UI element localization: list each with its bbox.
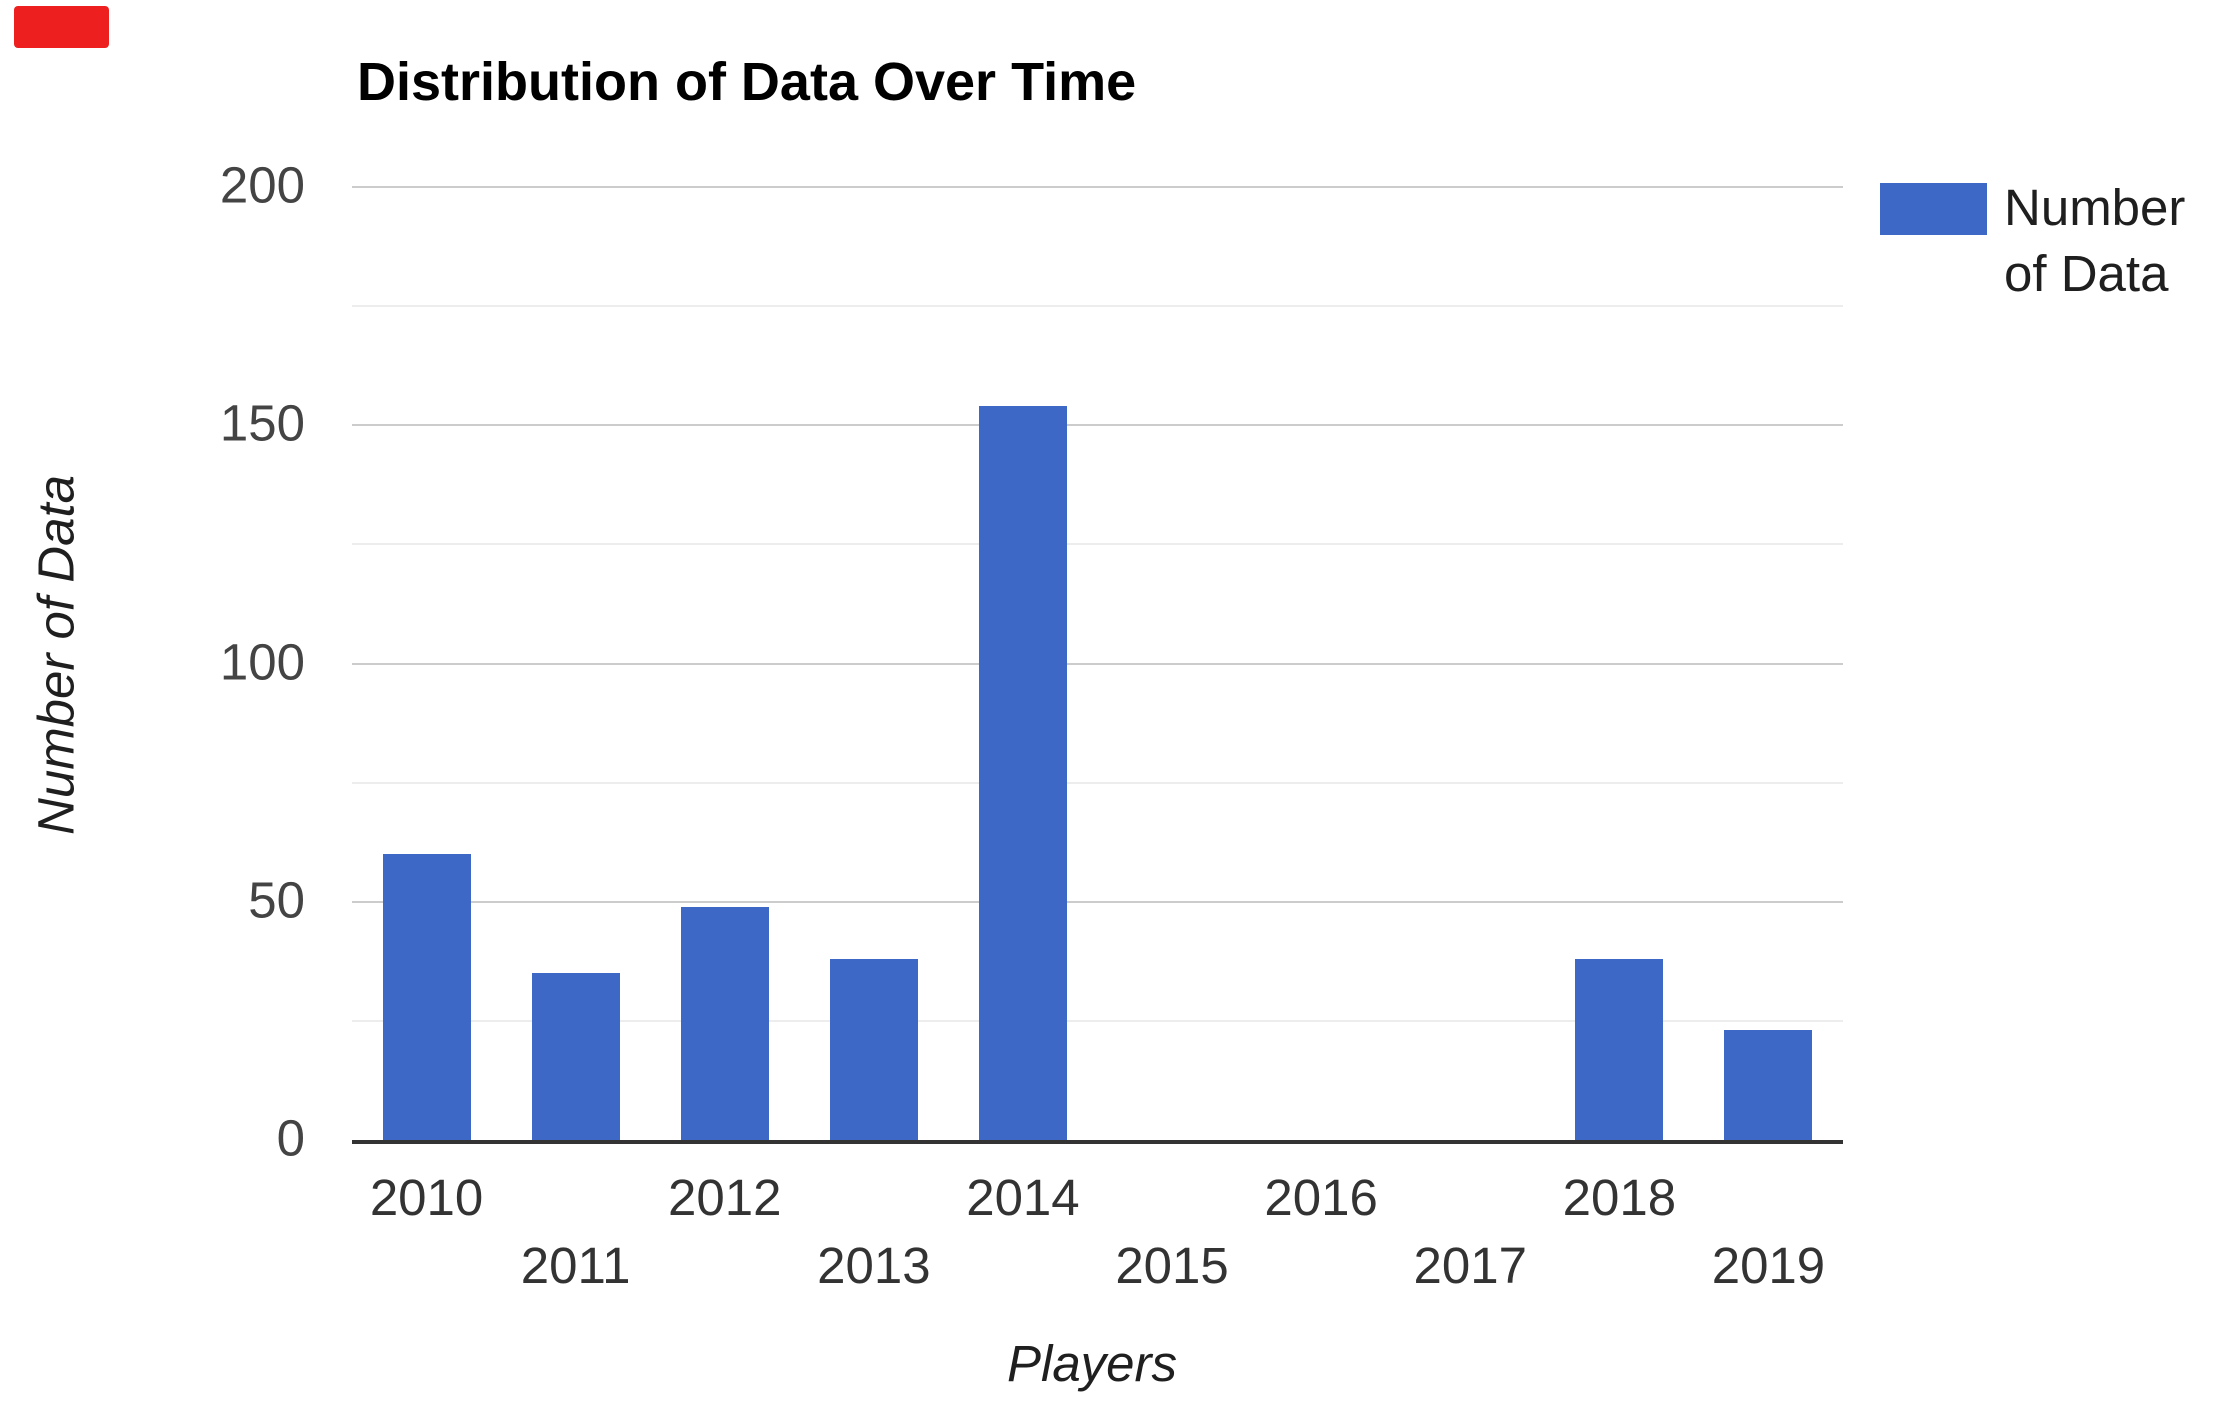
x-tick-label-2017: 2017 — [1413, 1237, 1527, 1294]
legend-label: Number of Data — [2004, 179, 2186, 302]
x-tick-label-2012: 2012 — [668, 1169, 782, 1226]
x-tick-label-2019: 2019 — [1711, 1237, 1826, 1294]
bar-2010[interactable] — [382, 854, 471, 1140]
bar-2011[interactable] — [531, 973, 620, 1140]
x-tick-label-2010: 2010 — [369, 1169, 484, 1226]
x-tick-label-2016: 2016 — [1264, 1169, 1378, 1226]
minor-gridline — [352, 781, 1843, 784]
y-tick-label: 50 — [248, 871, 305, 929]
chart-title: Distribution of Data Over Time — [357, 52, 1137, 112]
x-tick-label-2013: 2013 — [817, 1237, 931, 1294]
y-axis-title: Number of Data — [27, 475, 85, 835]
minor-gridline — [352, 1019, 1843, 1022]
major-gridline — [352, 900, 1843, 903]
bar-2013[interactable] — [829, 958, 918, 1140]
bar-2018[interactable] — [1575, 958, 1664, 1140]
major-gridline — [352, 186, 1843, 189]
major-gridline — [352, 662, 1843, 665]
x-axis-title: Players — [1006, 1335, 1178, 1392]
y-tick-label: 0 — [276, 1109, 305, 1167]
minor-gridline — [352, 305, 1843, 308]
x-tick-label-2018: 2018 — [1562, 1169, 1677, 1226]
y-tick-label: 150 — [219, 394, 305, 452]
legend-swatch[interactable] — [1880, 183, 1987, 235]
recording-indicator[interactable] — [14, 6, 109, 48]
bar-2012[interactable] — [680, 906, 769, 1140]
y-tick-label: 200 — [219, 156, 305, 214]
minor-gridline — [352, 543, 1843, 546]
y-tick-label: 100 — [219, 632, 305, 690]
plot-area — [352, 186, 1843, 1144]
x-tick-label-2015: 2015 — [1115, 1237, 1229, 1294]
bar-2019[interactable] — [1724, 1030, 1813, 1140]
major-gridline — [352, 424, 1843, 427]
x-tick-label-2011: 2011 — [520, 1237, 631, 1294]
x-tick-label-2014: 2014 — [966, 1169, 1080, 1226]
bar-2014[interactable] — [978, 406, 1067, 1140]
